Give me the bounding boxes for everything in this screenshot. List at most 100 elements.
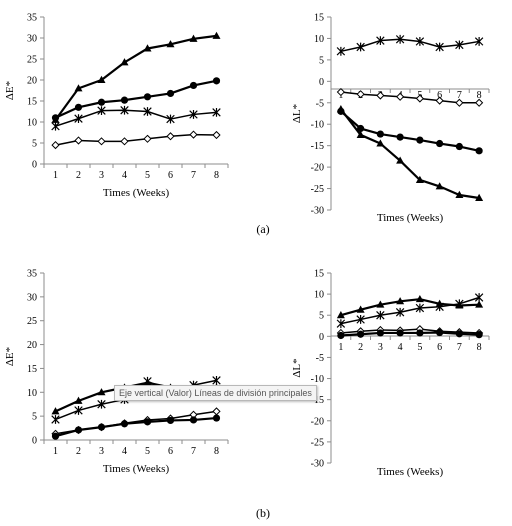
b-dL-series-star-point (395, 307, 405, 317)
b-dE-x-tick-label: 4 (122, 446, 127, 457)
b-dL-x-axis-title: Times (Weeks) (377, 466, 444, 478)
b-dL-y-axis-title: ΔL* (291, 358, 303, 377)
a-dE-series-triangle-point (97, 75, 106, 83)
a-dL-series-triangle-point (455, 190, 464, 198)
a-dE-x-tick-label: 7 (191, 170, 196, 181)
b-dL-series-triangle-line (340, 298, 480, 317)
b-dL-x-tick-label: 7 (457, 342, 462, 353)
a-dL-series-diamond-point (376, 91, 385, 100)
a-dL-series-star-point (415, 37, 425, 46)
b-dE-series-triangle-point (74, 396, 83, 404)
a-dL-series-diamond-point (435, 96, 444, 105)
b-dE-x-tick-label: 8 (214, 446, 219, 457)
a-dL-series-circle-point (396, 133, 404, 141)
a-dE-x-tick-label: 5 (145, 170, 150, 181)
b-dL-series-circle-point (455, 330, 463, 338)
chart-tooltip: Eje vertical (Valor) Líneas de división … (114, 385, 317, 401)
a-dL-series-triangle-point (376, 139, 385, 147)
a-dE-series-diamond-point (212, 130, 221, 140)
a-dL-y-tick-label: -25 (311, 184, 324, 195)
a-dE-series-triangle-point (74, 84, 83, 92)
b-dL-y-tick-label: -30 (311, 459, 324, 470)
a-dE-series-triangle-point (166, 40, 175, 48)
a-dE-series-triangle-point (120, 58, 129, 66)
a-dL-x-tick-label: 6 (437, 90, 442, 101)
a-dE-series-star-point (166, 114, 175, 124)
a-dE-series-triangle-point (189, 34, 198, 42)
a-dE-series-diamond-point (97, 137, 106, 146)
a-dL-series-triangle-point (435, 182, 444, 190)
a-dL-x-tick-label: 7 (457, 90, 462, 101)
b-dL-series-star-point (455, 299, 464, 309)
a-dL-y-tick-label: -15 (311, 141, 324, 152)
b-dL-x-tick-label: 1 (338, 342, 343, 353)
a-dL-series-triangle-point (396, 156, 405, 164)
a-dE-series-diamond-point (120, 137, 129, 146)
b-dL-y-tick-label: 0 (319, 332, 324, 343)
b-dL-y-tick-label: -5 (316, 353, 324, 364)
b-dL-series-triangle-point (415, 294, 424, 303)
a-dL-series-star-point (474, 37, 484, 46)
a-dE-series-star-line (55, 109, 217, 127)
b-dE-y-tick-label: 0 (32, 436, 37, 447)
a-dE-y-tick-label: 0 (32, 160, 37, 171)
b-dE-x-tick-label: 7 (191, 446, 196, 457)
b-dE-x-axis-title: Times (Weeks) (103, 463, 170, 475)
b-dE-series-circle-point (97, 423, 106, 431)
a-dE-x-tick-label: 8 (214, 170, 219, 181)
b-dE-series-circle-point (74, 426, 83, 434)
a-dE-series-triangle-point (212, 31, 221, 39)
b-dE-series-diamond-point (212, 407, 221, 416)
a-dL-series-triangle-line (340, 108, 480, 200)
a-dE-x-tick-label: 6 (168, 170, 173, 181)
b-dE-series-triangle-point (97, 388, 106, 396)
b-dE-x-tick-label: 3 (99, 446, 104, 457)
a-dE-y-tick-label: 20 (27, 76, 37, 87)
b-dL-y-tick-label: -15 (311, 395, 324, 406)
a-dE-x-tick-label: 3 (99, 170, 104, 181)
b-dE-x-tick-label: 6 (168, 446, 173, 457)
a-dE-series-star-point (74, 114, 83, 124)
b-dL-y-tick-label: 5 (319, 311, 324, 322)
a-dE-y-tick-label: 35 (27, 13, 37, 24)
b-dE-series-circle-point (212, 414, 221, 422)
a-dE-y-tick-label: 10 (27, 118, 37, 129)
a-dE-series-diamond-point (166, 132, 175, 141)
a-dL-series-diamond-point (415, 94, 424, 103)
a-dE-y-tick-label: 30 (27, 34, 37, 45)
a-dE-y-tick-label: 15 (27, 97, 37, 108)
a-dL-y-tick-label: 5 (319, 55, 324, 66)
a-dL-y-tick-label: -10 (311, 120, 324, 131)
b-dE-x-tick-label: 1 (53, 446, 58, 457)
a-dE-series-triangle-point (143, 44, 152, 52)
a-dL-x-axis-title: Times (Weeks) (377, 212, 444, 224)
a-dE-series-diamond-point (189, 130, 198, 139)
panel-label-b: (b) (256, 506, 270, 520)
a-dL-y-tick-label: -30 (311, 206, 324, 217)
a-dE-y-tick-label: 25 (27, 55, 37, 66)
a-dE-x-axis-title: Times (Weeks) (103, 187, 170, 199)
a-dE-series-diamond-point (143, 134, 152, 143)
b-dE-y-tick-label: 35 (27, 269, 37, 280)
a-dE-series-circle-point (143, 93, 152, 101)
b-dE-y-tick-label: 10 (27, 388, 37, 399)
a-dL-series-diamond-point (356, 90, 365, 99)
a-dE-series-diamond-point (74, 136, 83, 145)
a-dL-series-diamond-point (396, 92, 405, 101)
b-dL-x-tick-label: 6 (437, 342, 442, 353)
b-dL-y-tick-label: -20 (311, 416, 324, 427)
a-dL-series-star-point (395, 34, 405, 44)
b-dL-series-circle-point (396, 329, 404, 337)
b-dL-series-circle-point (416, 329, 424, 337)
b-dL-series-circle-point (475, 331, 483, 339)
a-dL-y-tick-label: 0 (319, 77, 324, 88)
b-dE-series-star-point (51, 415, 60, 424)
a-dL-y-tick-label: -5 (316, 98, 324, 109)
b-dL-x-tick-label: 3 (378, 342, 383, 353)
b-dL-series-star-point (336, 319, 346, 329)
b-dE-series-circle-line (55, 416, 217, 438)
a-dE-series-star-point (120, 105, 129, 115)
a-dL-series-triangle-point (336, 105, 345, 113)
b-dE-y-tick-label: 5 (32, 412, 37, 423)
